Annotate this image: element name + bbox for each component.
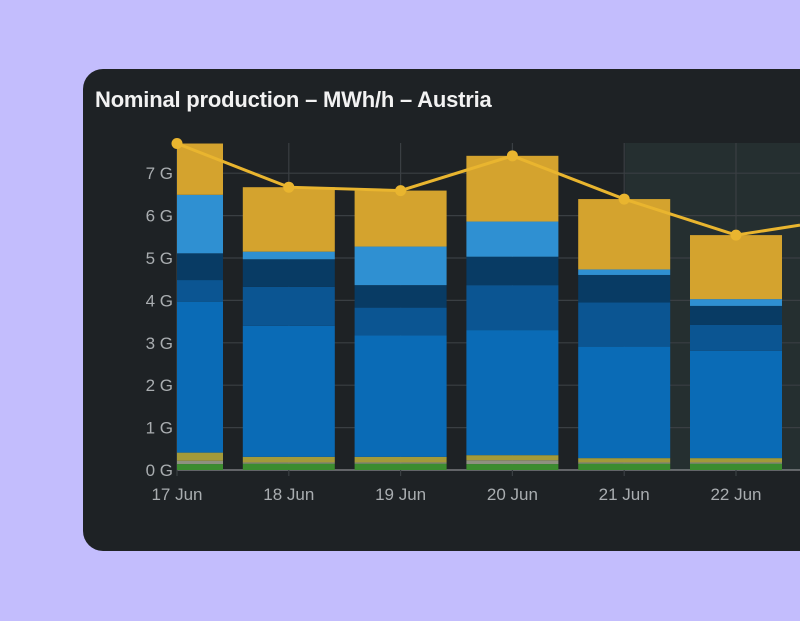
bar-segment bbox=[690, 350, 782, 459]
bar-segment bbox=[466, 330, 559, 456]
x-tick-label: 18 Jun bbox=[263, 485, 314, 504]
bar-segment bbox=[177, 280, 223, 302]
bar-segment bbox=[354, 335, 447, 457]
bar-segment bbox=[690, 235, 782, 300]
line-point bbox=[283, 181, 295, 193]
bar-segment bbox=[690, 463, 782, 470]
bar-segment bbox=[354, 190, 447, 247]
bar-segment bbox=[690, 458, 782, 463]
bar-segment bbox=[354, 285, 447, 308]
bar-segment bbox=[177, 452, 223, 461]
bar-segment bbox=[578, 463, 671, 470]
bar-segment bbox=[177, 194, 223, 254]
y-tick-label: 6 G bbox=[146, 207, 173, 226]
y-tick-label: 2 G bbox=[146, 376, 173, 395]
y-tick-label: 1 G bbox=[146, 419, 173, 438]
line-point bbox=[171, 138, 183, 150]
x-tick-label: 19 Jun bbox=[375, 485, 426, 504]
bar-segment bbox=[354, 246, 447, 286]
bar-segment bbox=[242, 325, 335, 457]
x-tick-label: 21 Jun bbox=[599, 485, 650, 504]
bar-segment bbox=[578, 269, 671, 275]
bar-segment bbox=[578, 302, 671, 347]
chart-card: Nominal production – MWh/h – Austria 0 G… bbox=[83, 69, 800, 551]
bar-segment bbox=[242, 462, 335, 464]
bar-segment bbox=[177, 464, 223, 470]
y-tick-label: 5 G bbox=[146, 249, 173, 268]
bar-segment bbox=[578, 199, 671, 270]
stacked-bar-chart: 0 G 1 G 2 G 3 G 4 G 5 G 6 G 7 G 17 Jun 18 Jun 19 J… bbox=[146, 138, 800, 504]
bar-segment bbox=[578, 462, 671, 464]
bar-segment bbox=[242, 456, 335, 463]
bar-segment bbox=[578, 458, 671, 463]
bar-segment bbox=[177, 301, 223, 453]
y-tick-label: 7 G bbox=[146, 164, 173, 183]
bar-segment bbox=[242, 187, 335, 252]
bar-segment bbox=[242, 286, 335, 326]
line-point bbox=[618, 193, 630, 205]
x-tick-label: 22 Jun bbox=[710, 485, 761, 504]
x-tick-label: 17 Jun bbox=[151, 485, 202, 504]
bar-segment bbox=[354, 462, 447, 464]
bar-segment bbox=[466, 455, 559, 461]
bar-segment bbox=[177, 460, 223, 465]
bar-segment bbox=[242, 251, 335, 260]
bar-segment bbox=[242, 259, 335, 287]
bar-segment bbox=[690, 462, 782, 464]
y-tick-label: 0 G bbox=[146, 461, 173, 480]
bar-segment bbox=[690, 324, 782, 351]
bar-segment bbox=[690, 299, 782, 306]
bar-segment bbox=[354, 456, 447, 463]
bar-segment bbox=[466, 285, 559, 331]
bar-segment bbox=[466, 221, 559, 257]
y-tick-label: 3 G bbox=[146, 334, 173, 353]
line-point bbox=[395, 185, 407, 197]
chart-title: Nominal production – MWh/h – Austria bbox=[95, 87, 492, 112]
bar-segment bbox=[177, 253, 223, 281]
bar-segment bbox=[466, 256, 559, 286]
line-point bbox=[506, 150, 518, 162]
bar-segment bbox=[690, 305, 782, 325]
line-point bbox=[730, 229, 742, 241]
bar-segment bbox=[466, 460, 559, 465]
bar-segment bbox=[242, 463, 335, 470]
bar-segment bbox=[354, 307, 447, 336]
bar-segment bbox=[354, 463, 447, 470]
x-tick-label: 20 Jun bbox=[487, 485, 538, 504]
bar-segment bbox=[578, 274, 671, 303]
y-tick-label: 4 G bbox=[146, 291, 173, 310]
bar-segment bbox=[466, 464, 559, 470]
bar-segment bbox=[578, 346, 671, 459]
